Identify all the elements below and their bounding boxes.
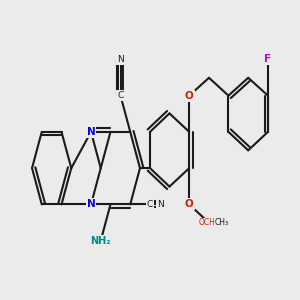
Text: CH₃: CH₃ — [214, 218, 229, 227]
Text: NH₂: NH₂ — [91, 236, 111, 246]
Text: F: F — [264, 54, 272, 64]
Text: O: O — [185, 200, 194, 209]
Text: N: N — [117, 55, 124, 64]
Text: N: N — [87, 127, 95, 137]
Text: C: C — [117, 91, 124, 100]
Text: C: C — [147, 200, 153, 209]
Text: OCH₃: OCH₃ — [199, 218, 219, 227]
Text: O: O — [185, 91, 194, 100]
Text: N: N — [87, 200, 95, 209]
Text: O: O — [185, 200, 194, 209]
Text: N: N — [157, 200, 164, 209]
